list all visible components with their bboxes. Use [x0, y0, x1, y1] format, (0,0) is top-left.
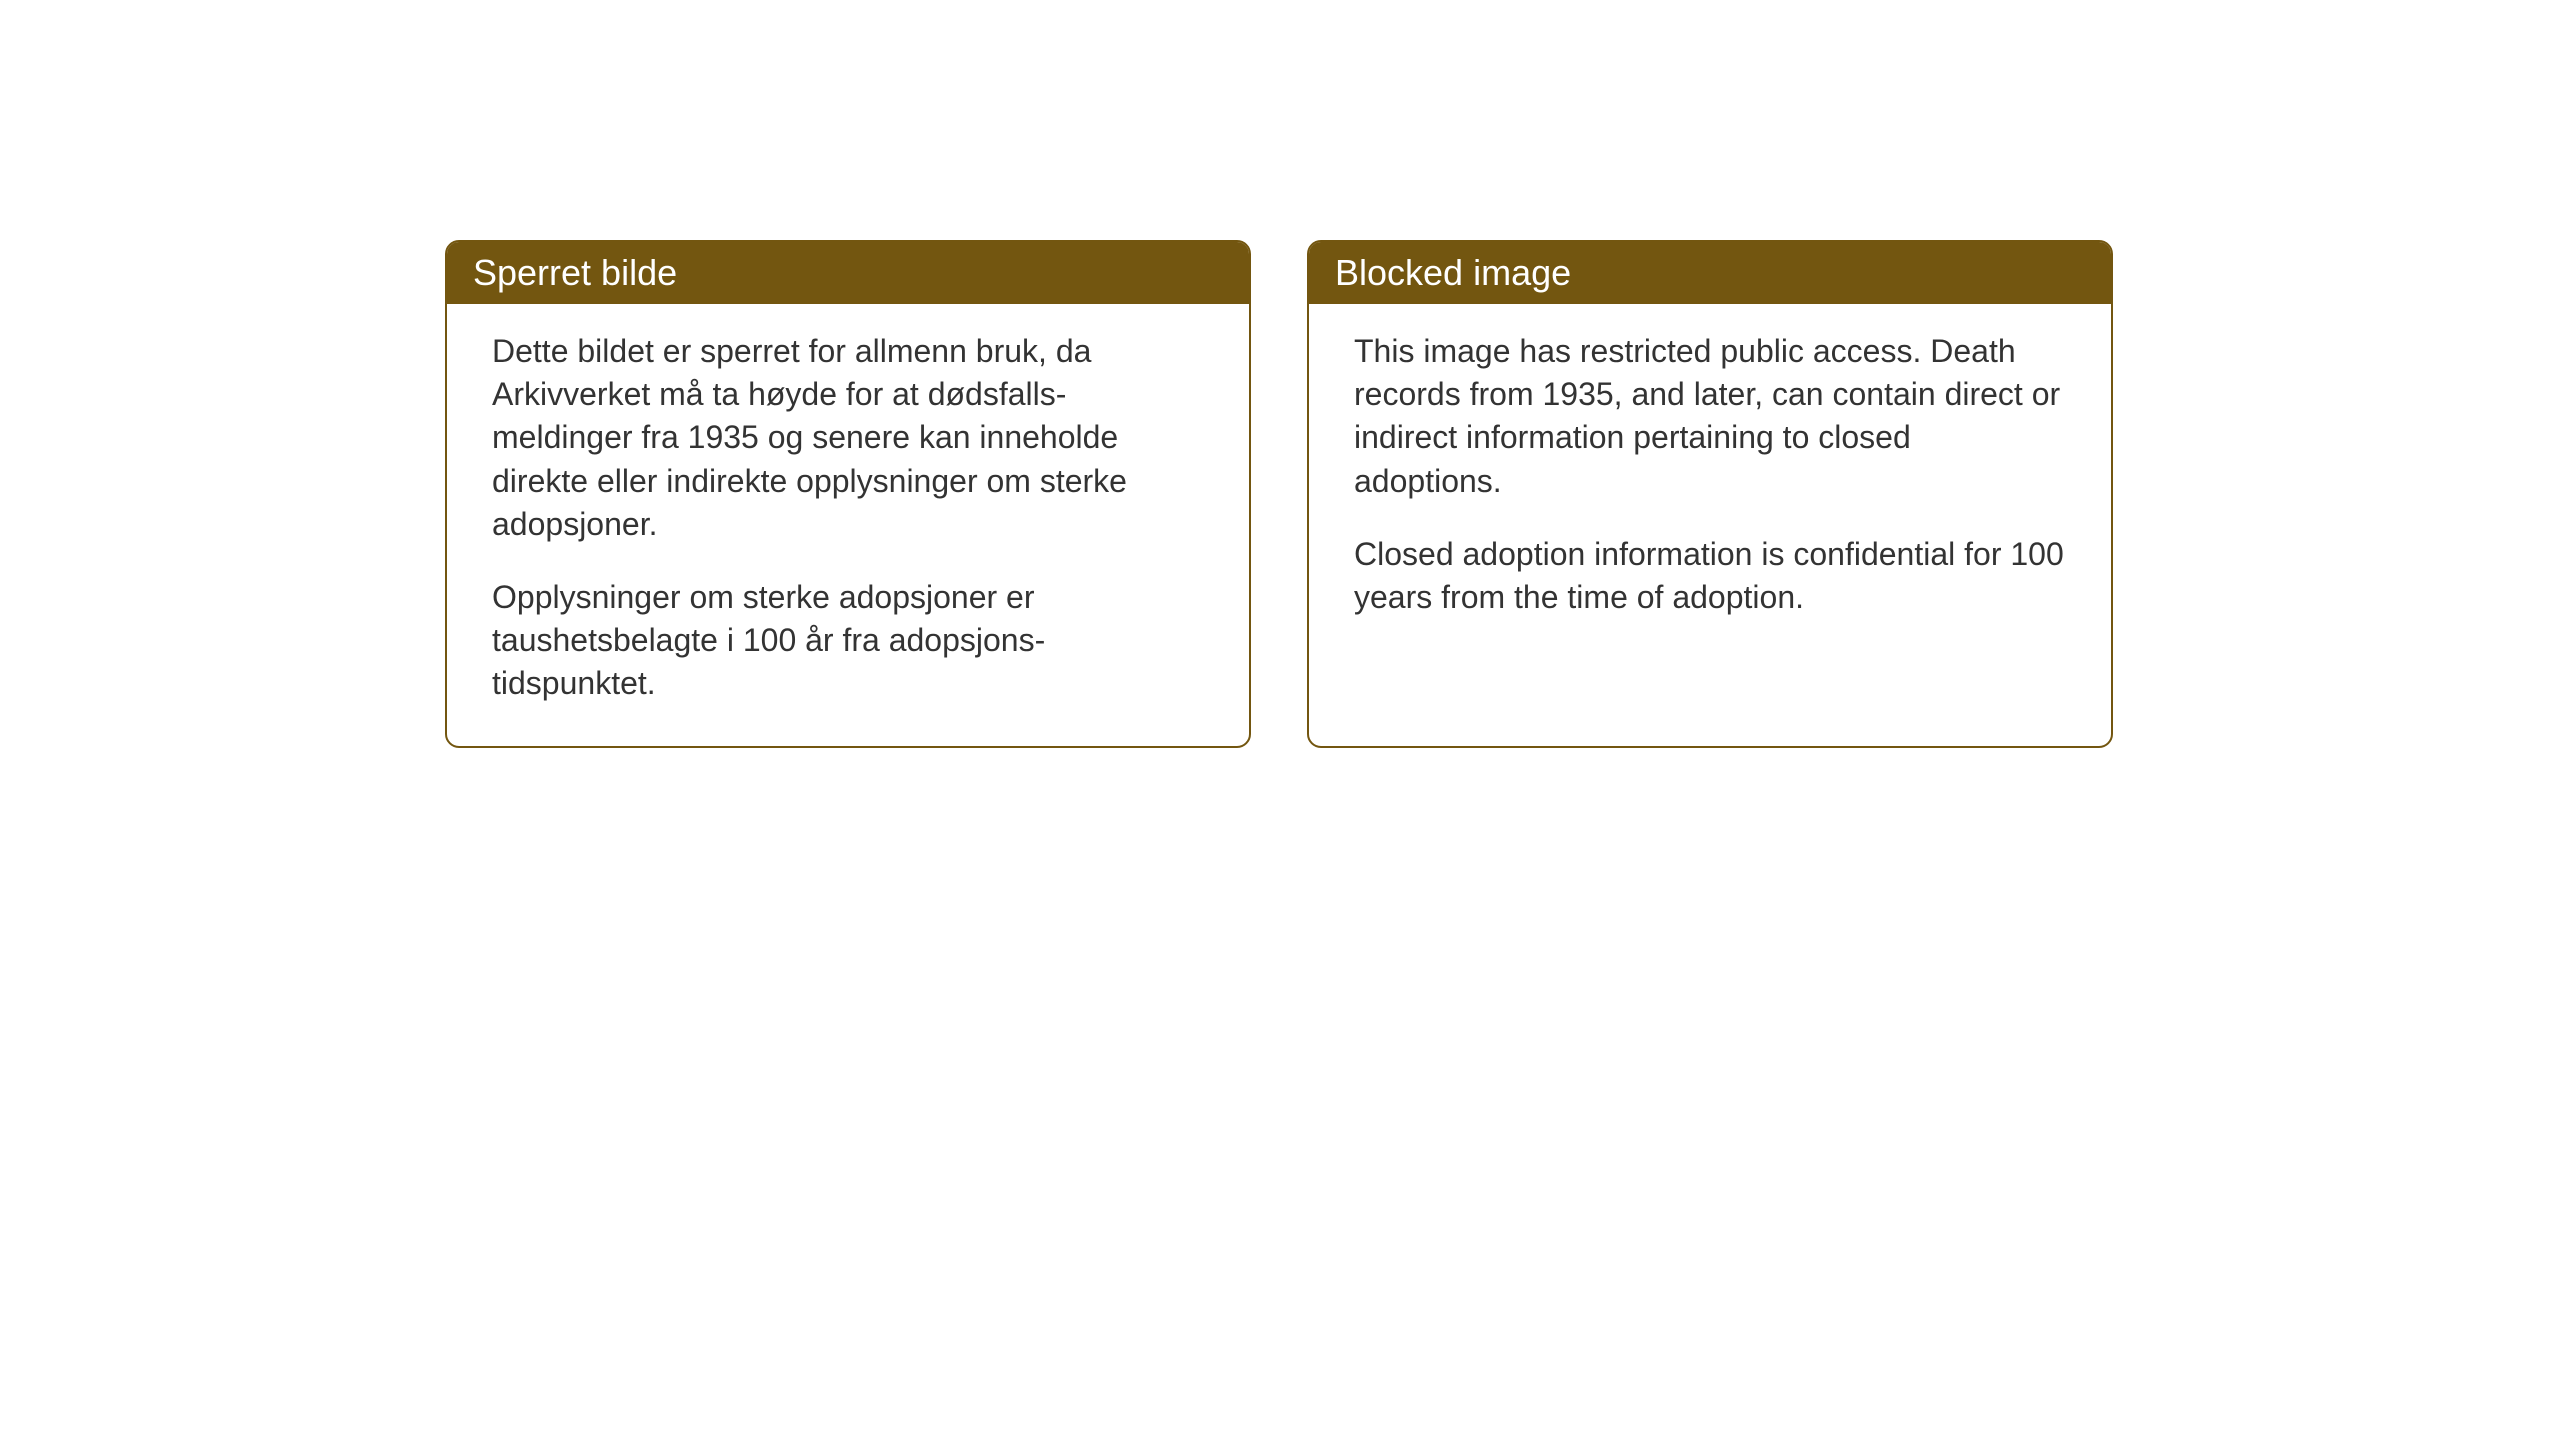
english-card-body: This image has restricted public access.… [1309, 304, 2111, 659]
english-info-card: Blocked image This image has restricted … [1307, 240, 2113, 748]
norwegian-paragraph-1: Dette bildet er sperret for allmenn bruk… [492, 330, 1204, 546]
norwegian-paragraph-2: Opplysninger om sterke adopsjoner er tau… [492, 576, 1204, 706]
english-paragraph-2: Closed adoption information is confident… [1354, 533, 2066, 619]
info-cards-container: Sperret bilde Dette bildet er sperret fo… [445, 240, 2113, 748]
english-paragraph-1: This image has restricted public access.… [1354, 330, 2066, 503]
norwegian-card-title: Sperret bilde [447, 242, 1249, 304]
norwegian-card-body: Dette bildet er sperret for allmenn bruk… [447, 304, 1249, 746]
english-card-title: Blocked image [1309, 242, 2111, 304]
norwegian-info-card: Sperret bilde Dette bildet er sperret fo… [445, 240, 1251, 748]
